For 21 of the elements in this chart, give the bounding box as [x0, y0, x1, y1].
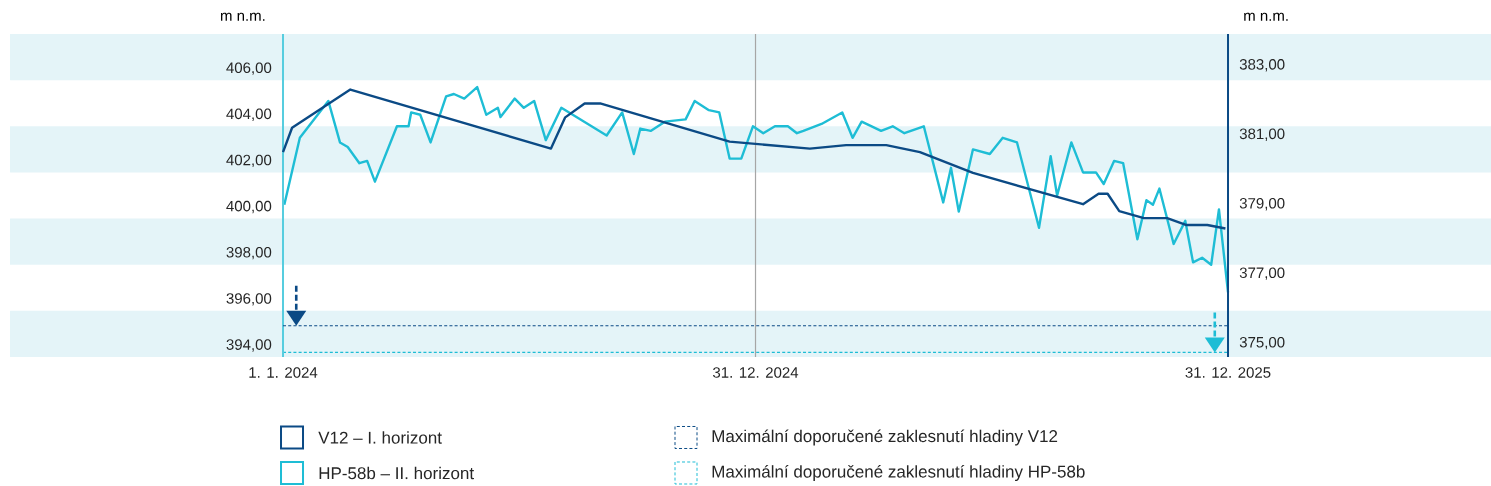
x-tick-label: 31. 12. 2025: [1185, 367, 1271, 378]
y-tick-label: 400,00: [226, 200, 272, 214]
y-tick-label: 396,00: [226, 293, 272, 306]
y2-tick-label: 375,00: [1239, 336, 1285, 350]
y-axis-title: m n.m.: [220, 12, 265, 21]
x-tick-label: 1. 1. 2024: [249, 367, 318, 378]
y2-axis-title: m n.m.: [1244, 12, 1288, 21]
y-tick-label: 394,00: [226, 339, 272, 352]
y-tick-label: 406,00: [226, 62, 272, 75]
y2-tick-label: 379,00: [1239, 197, 1285, 211]
y-tick-label: 398,00: [226, 246, 272, 260]
legend-label: Maximální doporučené zaklesnutí hladiny HP-58b: [712, 464, 1085, 482]
y2-tick-label: 381,00: [1239, 128, 1285, 141]
y2-tick-label: 383,00: [1239, 59, 1285, 72]
y-tick-label: 404,00: [226, 108, 272, 121]
x-tick-label: 31. 12. 2024: [713, 367, 799, 378]
y2-tick-label: 377,00: [1239, 267, 1285, 280]
legend-label: Maximální doporučené zaklesnutí hladiny V12: [712, 429, 1058, 446]
y-tick-label: 402,00: [226, 154, 272, 168]
legend-label: V12 – I. horizont: [318, 431, 442, 444]
legend-label: HP-58b – II. horizont: [319, 466, 474, 480]
